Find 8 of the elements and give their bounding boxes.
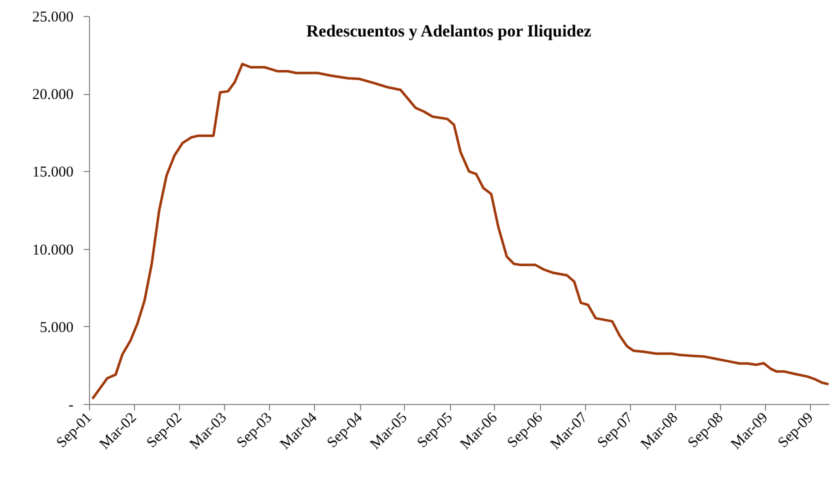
chart-title: Redescuentos y Adelantos por Iliquidez [306,22,592,40]
y-tick-label: 25.000 [32,10,74,26]
y-tick-label: 10.000 [32,242,74,258]
y-tick-label: - [68,398,74,414]
line-series [91,62,830,400]
y-tick-label: 5.000 [40,320,74,336]
y-tick-label: 15.000 [32,164,74,181]
y-tick-label: 20.000 [32,87,74,104]
